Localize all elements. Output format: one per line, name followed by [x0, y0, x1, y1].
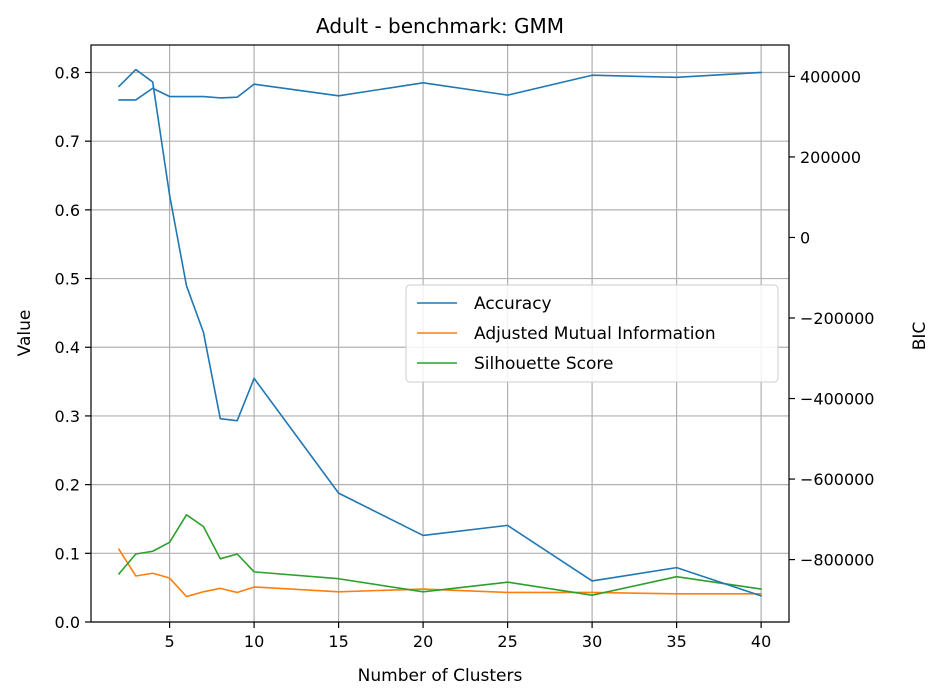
y-tick-label: 0.4 — [55, 338, 80, 357]
y2-tick-label: −600000 — [800, 470, 874, 489]
y-tick-label: 0.1 — [55, 544, 80, 563]
left-y-axis: 0.0 0.1 0.2 0.3 0.4 0.5 0.6 0.7 0.8 — [55, 63, 91, 632]
y-tick-label: 0.7 — [55, 132, 80, 151]
x-tick-label: 20 — [413, 632, 433, 651]
legend-label-accuracy: Accuracy — [474, 294, 552, 314]
y-tick-label: 0.3 — [55, 407, 80, 426]
series-line-silhouette-score — [118, 514, 762, 597]
y-axis-title: Value — [15, 310, 35, 357]
legend-label-silhouette: Silhouette Score — [474, 354, 613, 374]
legend-entry-ami: Adjusted Mutual Information — [417, 324, 716, 344]
y2-axis-title: BIC — [910, 322, 930, 351]
x-tick-label: 40 — [751, 632, 771, 651]
y2-tick-label: 200000 — [800, 148, 861, 167]
series-line-adjusted-mutual-information — [118, 548, 762, 598]
chart-title: Adult - benchmark: GMM — [316, 14, 564, 38]
plot-frame — [90, 44, 790, 623]
legend-label-ami: Adjusted Mutual Information — [474, 324, 716, 344]
legend-entry-silhouette: Silhouette Score — [417, 354, 613, 374]
y-tick-label: 0.0 — [55, 613, 80, 632]
y-tick-label: 0.5 — [55, 270, 80, 289]
y2-tick-label: 400000 — [800, 67, 861, 86]
plot-area — [118, 68, 762, 598]
y2-tick-label: −400000 — [800, 390, 874, 409]
x-axis: 5 10 15 20 25 30 35 40 — [164, 622, 771, 651]
x-tick-label: 25 — [497, 632, 517, 651]
y-tick-label: 0.2 — [55, 476, 80, 495]
right-y-axis: 400000 200000 0 −200000 −400000 −600000 −80000… — [789, 67, 874, 570]
x-axis-title: Number of Clusters — [358, 666, 523, 686]
legend-box — [405, 284, 779, 383]
x-tick-label: 10 — [244, 632, 264, 651]
series-line-bic — [118, 68, 762, 597]
x-tick-label: 15 — [328, 632, 348, 651]
y2-tick-label: −800000 — [800, 551, 874, 570]
series-line-accuracy — [118, 71, 762, 101]
legend-entry-accuracy: Accuracy — [417, 294, 552, 314]
y2-tick-label: 0 — [800, 228, 810, 247]
y-tick-label: 0.6 — [55, 201, 80, 220]
x-tick-label: 35 — [666, 632, 686, 651]
x-tick-label: 5 — [164, 632, 174, 651]
x-tick-label: 30 — [582, 632, 602, 651]
y2-tick-label: −200000 — [800, 309, 874, 328]
y-tick-label: 0.8 — [55, 63, 80, 82]
legend: Accuracy Adjusted Mutual Information Sil… — [405, 284, 779, 383]
